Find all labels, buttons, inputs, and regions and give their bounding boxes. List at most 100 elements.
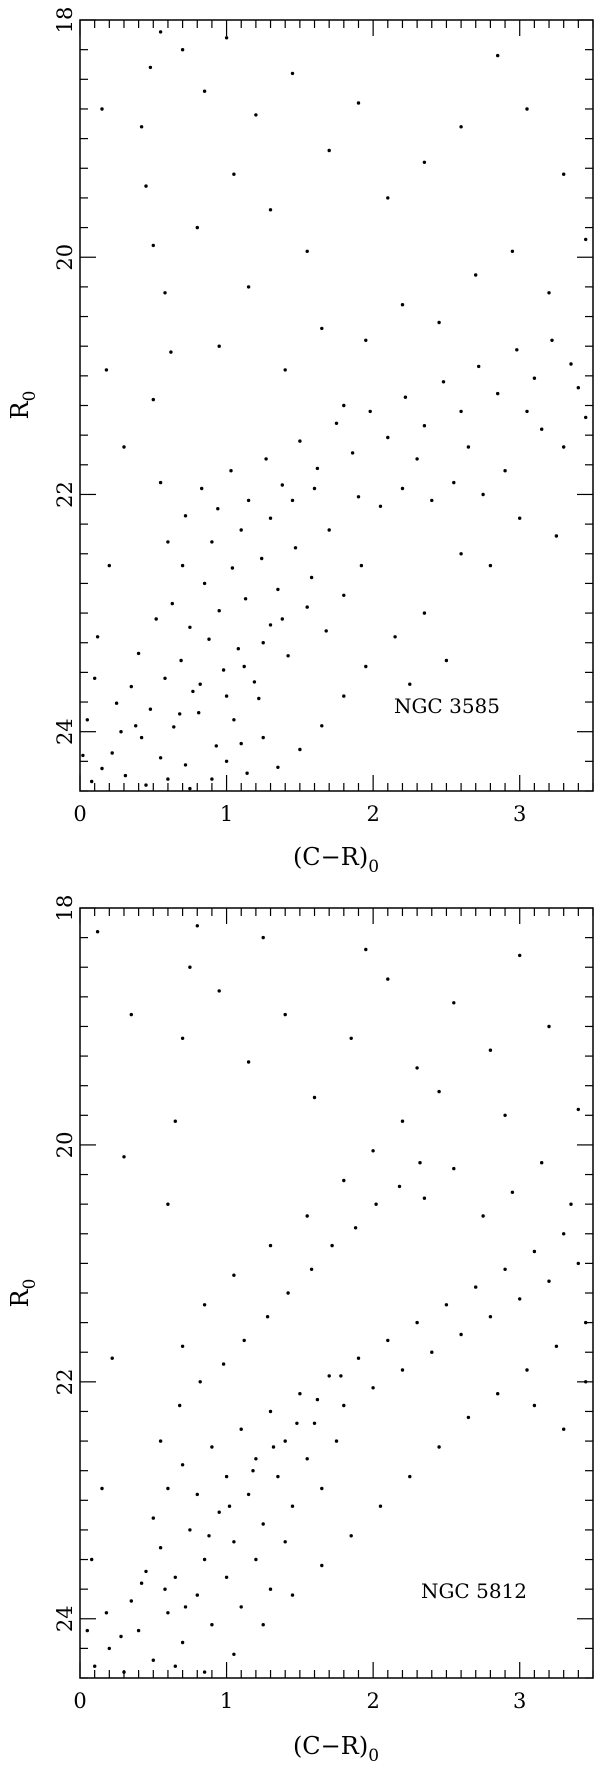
data-point [200,486,204,491]
data-point [104,368,109,372]
data-point [261,1522,265,1526]
data-point [104,1611,109,1615]
data-point [245,771,249,775]
data-point [119,730,123,734]
data-point [349,1534,353,1538]
data-point [334,421,339,425]
data-point [242,664,246,669]
data-point [324,629,328,633]
data-point [144,783,148,787]
data-point [515,348,519,352]
data-point [107,1646,112,1651]
data-point [252,680,257,684]
data-point [532,376,537,380]
data-point [441,380,446,384]
data-point [510,249,515,253]
data-point [232,1273,236,1277]
data-point [172,725,176,729]
data-point [239,1427,243,1431]
data-point [422,611,427,615]
data-point [342,593,346,597]
x-axis-title: (C−R)0 [293,843,379,877]
data-point [290,498,295,503]
data-point [327,528,331,532]
data-point [179,658,183,663]
data-point [312,1095,317,1100]
data-point [151,397,155,402]
data-point [158,756,163,760]
data-point [166,777,170,781]
data-point [397,1184,402,1189]
data-point [503,1267,507,1272]
data-point [280,483,284,487]
data-point [81,753,85,758]
data-point [547,291,551,295]
data-point [378,504,383,508]
data-point [293,546,298,550]
data-point [210,1445,214,1449]
data-point [430,1350,434,1354]
data-point [227,1504,232,1508]
data-point [217,344,221,348]
data-point [163,291,167,295]
data-point [562,1232,566,1236]
data-point [283,368,287,372]
data-point [224,694,229,698]
data-point [430,498,434,503]
data-point [230,566,235,570]
data-point [110,751,114,755]
data-point [221,1362,226,1366]
data-point [477,364,481,369]
data-point [254,1557,258,1562]
data-point [459,125,463,129]
y-tick-label: 22 [53,481,77,508]
data-point [562,172,566,176]
data-point [400,1368,405,1372]
data-point [158,1439,163,1443]
data-point [532,1403,537,1408]
data-point [207,1534,211,1538]
data-point [576,1107,580,1112]
x-tick-label: 1 [220,802,233,826]
data-point [320,724,324,728]
data-point [386,1338,390,1343]
data-point [309,575,314,580]
data-point [254,113,258,117]
data-point [191,689,195,694]
data-point [283,1540,287,1544]
data-point [393,635,397,639]
data-point [547,1024,551,1029]
data-point [197,711,201,715]
plot-frame [79,19,594,792]
data-point [134,724,138,728]
data-point [151,1516,155,1520]
data-point [386,435,390,440]
data-point [136,1628,141,1633]
data-point [525,409,529,414]
data-point [239,528,243,532]
data-point [359,563,364,568]
data-point [562,445,566,449]
data-point [251,1469,255,1473]
data-point [180,48,185,52]
data-point [422,160,427,164]
data-point [173,1119,177,1123]
data-point [139,735,144,740]
data-point [496,391,500,396]
data-point [246,285,251,289]
data-point [554,1344,559,1349]
data-point [320,1563,324,1568]
data-point [260,556,264,561]
data-point [90,1557,94,1562]
data-point [327,148,331,153]
data-point [188,965,192,969]
data-point [268,1587,273,1591]
data-point [180,1344,185,1349]
data-point [305,605,309,609]
data-point [232,718,236,722]
data-point [364,664,368,669]
data-point [290,1593,295,1597]
data-point [330,1243,334,1248]
data-point [224,1474,229,1479]
x-tick-label: 0 [73,1689,86,1713]
